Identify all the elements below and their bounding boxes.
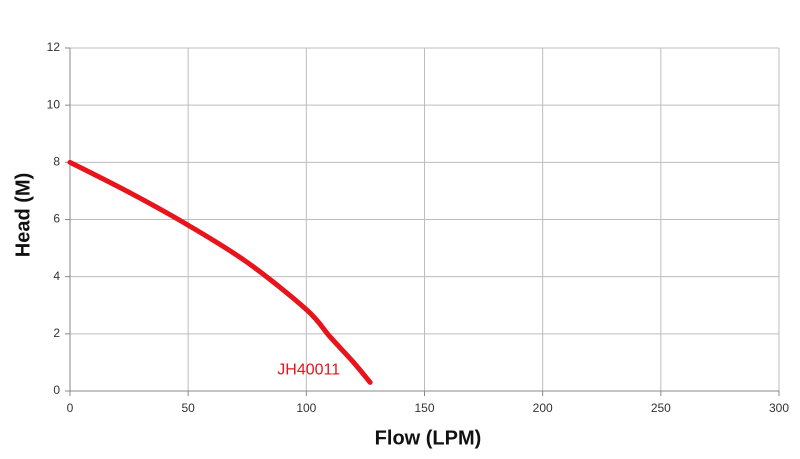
x-axis-title: Flow (LPM) [375, 427, 482, 449]
x-tick-label: 150 [414, 401, 434, 415]
x-tick-label: 300 [769, 401, 789, 415]
y-tick-label: 10 [47, 97, 61, 111]
y-axis-title: Head (M) [12, 173, 34, 257]
x-tick-label: 200 [533, 401, 553, 415]
y-tick-label: 4 [53, 269, 60, 283]
y-tick-label: 2 [53, 326, 60, 340]
x-tick-label: 50 [181, 401, 195, 415]
y-tick-label: 12 [47, 40, 61, 54]
x-tick-label: 100 [296, 401, 316, 415]
x-tick-label: 250 [651, 401, 671, 415]
y-tick-label: 6 [53, 212, 60, 226]
line-series [67, 159, 373, 385]
y-tick-label: 8 [53, 155, 60, 169]
x-tick-label: 0 [67, 401, 74, 415]
y-tick-label: 0 [53, 383, 60, 397]
series-label: JH40011 [277, 362, 340, 379]
